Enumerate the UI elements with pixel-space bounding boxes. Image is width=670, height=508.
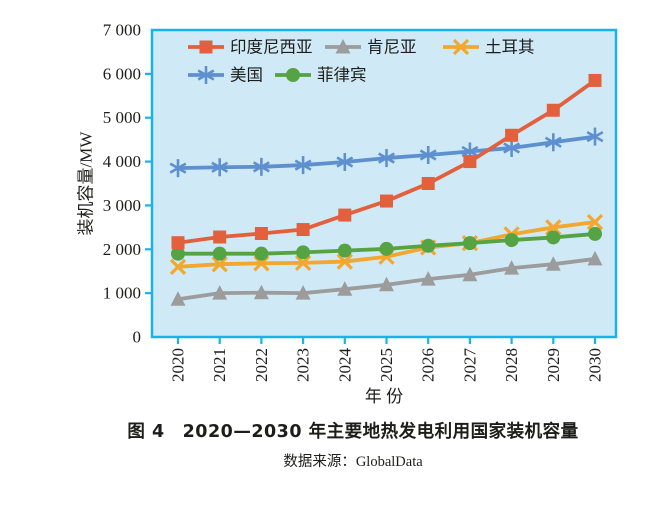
legend-marker-turkey xyxy=(452,38,470,56)
marker-kenya xyxy=(212,285,228,300)
figure-caption: 图 4 2020—2030 年主要地热发电利用国家装机容量 xyxy=(127,422,579,442)
y-axis-title: 装机容量/MW xyxy=(77,131,96,236)
marker-kenya xyxy=(420,271,436,286)
legend-label-usa: 美国 xyxy=(230,66,263,85)
legend-label-philippines: 菲律宾 xyxy=(317,66,367,85)
marker-kenya xyxy=(504,260,520,275)
marker-usa xyxy=(586,127,604,146)
marker-turkey xyxy=(169,258,187,275)
x-tick-label: 2027 xyxy=(460,348,479,383)
marker-kenya xyxy=(379,276,394,292)
marker-turkey xyxy=(545,219,562,236)
marker-usa xyxy=(378,149,395,168)
marker-indonesia xyxy=(588,73,602,87)
marker-philippines xyxy=(296,245,311,260)
marker-philippines xyxy=(212,246,227,261)
figure-source: 数据来源：GlobalData xyxy=(283,454,423,470)
marker-philippines xyxy=(504,233,519,248)
marker-indonesia xyxy=(505,128,519,142)
marker-turkey xyxy=(586,213,604,231)
y-tick-label: 1 000 xyxy=(103,284,141,303)
legend-item-turkey: 土耳其 xyxy=(443,38,535,57)
marker-usa xyxy=(211,158,229,177)
legend-item-philippines: 菲律宾 xyxy=(275,66,367,85)
marker-usa xyxy=(169,159,187,178)
marker-kenya xyxy=(295,285,311,300)
marker-indonesia xyxy=(463,155,477,169)
marker-kenya xyxy=(462,266,478,282)
x-tick-label: 2025 xyxy=(377,348,396,382)
x-tick-label: 2020 xyxy=(169,348,188,382)
marker-kenya xyxy=(545,256,561,271)
legend-marker-kenya xyxy=(335,39,351,54)
y-tick-label: 3 000 xyxy=(103,196,141,215)
x-tick-label: 2024 xyxy=(335,348,354,383)
marker-indonesia xyxy=(338,208,352,222)
marker-usa xyxy=(252,157,270,176)
y-tick-label: 5 000 xyxy=(103,108,141,127)
x-axis: 2020 2021 2022 2023 2024 2025 2026 2027 2028 2029… xyxy=(169,337,605,382)
legend-label-kenya: 肯尼亚 xyxy=(367,38,417,57)
marker-kenya xyxy=(587,250,603,266)
marker-philippines xyxy=(462,236,477,251)
marker-kenya xyxy=(253,284,269,300)
marker-philippines xyxy=(546,230,561,245)
x-tick-label: 2030 xyxy=(586,348,605,382)
legend-marker-philippines xyxy=(286,68,300,82)
x-tick-label: 2022 xyxy=(252,348,271,382)
marker-kenya xyxy=(337,281,353,296)
marker-indonesia xyxy=(213,230,227,244)
legend-item-usa: 美国 xyxy=(188,66,263,85)
y-tick-label: 0 xyxy=(133,328,142,347)
marker-philippines xyxy=(171,246,185,261)
legend-marker-usa xyxy=(197,66,215,84)
x-axis-title: 年 份 xyxy=(365,387,403,406)
y-tick-label: 6 000 xyxy=(103,64,141,83)
marker-philippines xyxy=(337,243,352,258)
series-indonesia xyxy=(171,73,602,250)
marker-philippines xyxy=(421,238,436,253)
marker-usa xyxy=(294,156,312,175)
x-tick-label: 2023 xyxy=(294,348,313,382)
x-tick-label: 2026 xyxy=(419,348,438,382)
marker-indonesia xyxy=(421,177,435,190)
marker-turkey xyxy=(294,254,312,272)
legend-item-kenya: 肯尼亚 xyxy=(325,38,417,57)
series-philippines xyxy=(171,226,602,261)
marker-turkey xyxy=(211,256,228,273)
capacity-chart: 0 1 000 2 000 3 000 4 000 5 000 6 000 7 000 装机容量… xyxy=(77,21,618,406)
marker-turkey xyxy=(336,253,353,270)
marker-indonesia xyxy=(296,223,310,237)
marker-usa xyxy=(336,153,354,172)
marker-indonesia xyxy=(171,236,185,250)
marker-usa xyxy=(544,133,562,152)
legend-item-indonesia: 印度尼西亚 xyxy=(188,38,313,57)
marker-indonesia xyxy=(546,103,560,117)
y-tick-label: 2 000 xyxy=(103,240,141,259)
legend-label-turkey: 土耳其 xyxy=(485,38,535,57)
legend-label-indonesia: 印度尼西亚 xyxy=(230,38,313,57)
y-tick-label: 7 000 xyxy=(103,21,141,40)
x-tick-label: 2029 xyxy=(544,348,563,382)
series-usa xyxy=(169,127,604,178)
marker-kenya xyxy=(170,291,186,306)
marker-philippines xyxy=(379,241,394,256)
legend-marker-indonesia xyxy=(199,40,213,54)
marker-usa xyxy=(419,145,437,164)
marker-indonesia xyxy=(254,226,268,240)
x-tick-label: 2021 xyxy=(210,348,229,382)
series-kenya xyxy=(170,250,603,306)
marker-indonesia xyxy=(380,194,393,208)
x-tick-label: 2028 xyxy=(502,348,521,382)
marker-usa xyxy=(503,138,521,157)
y-tick-label: 4 000 xyxy=(103,152,141,171)
marker-philippines xyxy=(588,226,602,241)
marker-philippines xyxy=(254,246,269,261)
y-axis: 0 1 000 2 000 3 000 4 000 5 000 6 000 7 000 xyxy=(103,21,152,347)
